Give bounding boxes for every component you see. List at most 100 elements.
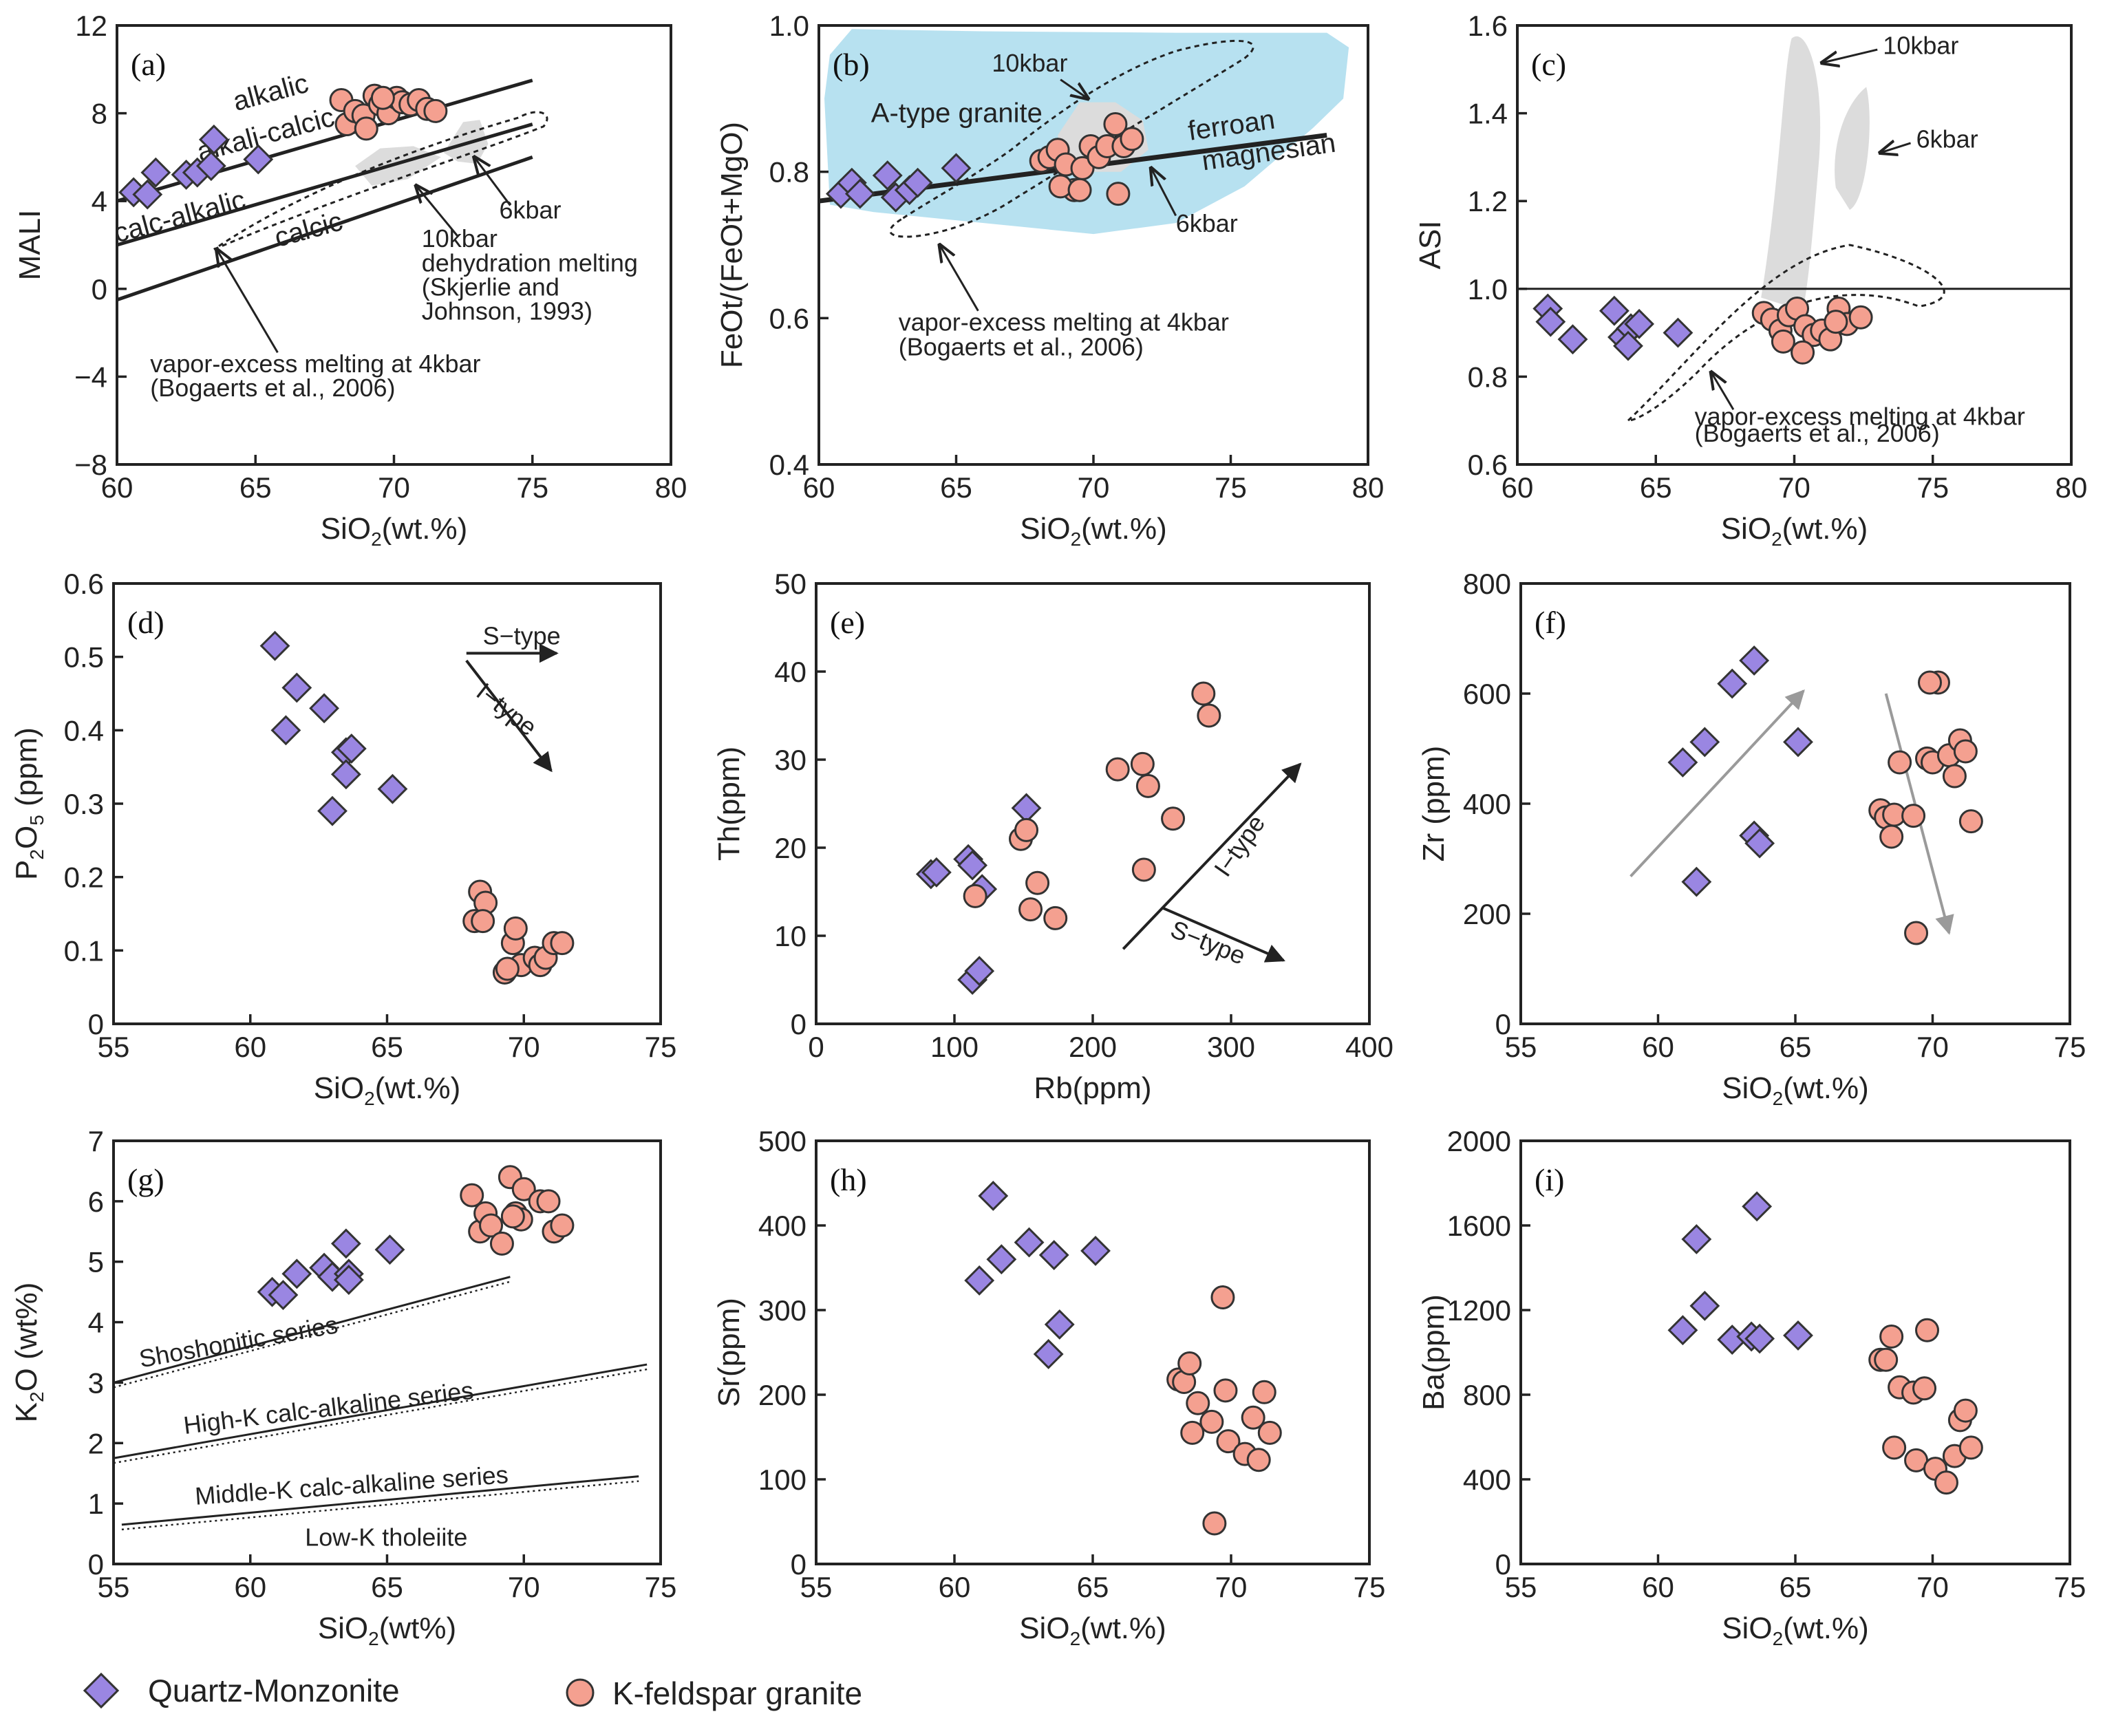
- y-tick-label: 1.4: [1468, 98, 1508, 130]
- data-point-granite: [1197, 703, 1221, 728]
- data-point-granite: [1246, 1448, 1271, 1472]
- x-tick-label: 300: [1207, 1031, 1255, 1063]
- y-axis-title-tail: O: [10, 826, 43, 849]
- series-boundary-dotted: [113, 1368, 648, 1464]
- y-tick-label: 4: [88, 1307, 104, 1339]
- data-point-granite: [1958, 809, 1983, 834]
- x-tick-label: 200: [1069, 1031, 1117, 1063]
- arrow-6kbar: [1151, 168, 1177, 217]
- field-10kbar: [1761, 36, 1821, 311]
- panel-label: (e): [830, 605, 865, 640]
- y-tick-label: 0.6: [64, 568, 104, 600]
- y-tick-label: 400: [758, 1210, 806, 1242]
- data-point-granite: [1879, 824, 1904, 849]
- y-tick-label: 2: [88, 1427, 104, 1459]
- arrow-i-type: [1122, 762, 1302, 950]
- y-axis-title: Th(ppm): [712, 747, 746, 861]
- data-point-monzonite: [1033, 1339, 1064, 1369]
- x-tick-label: 70: [508, 1031, 540, 1063]
- x-axis-title-main: SiO: [318, 1611, 368, 1645]
- data-point-monzonite: [140, 157, 171, 188]
- granite-series: [1166, 1285, 1282, 1536]
- y-tick-label: 0: [791, 1548, 806, 1580]
- label-high-k: High-K calc-alkaline series: [182, 1376, 475, 1439]
- field-6kbar: [1835, 87, 1870, 210]
- x-axis-title-tail: (wt.%): [1783, 1071, 1869, 1105]
- x-axis-title: SiO2(wt.%): [1019, 1611, 1166, 1649]
- x-tick-label: 60: [1502, 471, 1534, 504]
- chart-panel-b: 60 65 70 75 80 0.4 0.6 0.8 1.0 SiO2(wt.%) FeOt/(Fe…: [715, 10, 1384, 550]
- label-10kbar: 10kbar: [1883, 31, 1958, 59]
- arrow-10kbar: [416, 186, 459, 237]
- data-point-monzonite: [1689, 727, 1720, 758]
- y-tick-label: 0.8: [769, 156, 809, 189]
- data-point-monzonite: [198, 124, 229, 155]
- data-point-granite: [963, 883, 987, 908]
- granite-series: [460, 1165, 575, 1256]
- y-tick-label: 4: [92, 185, 107, 217]
- y-axis-title: K2O (wt%): [10, 1283, 47, 1423]
- data-point-monzonite: [1038, 1240, 1069, 1270]
- data-point-monzonite: [1667, 747, 1698, 778]
- data-point-monzonite: [1535, 306, 1566, 337]
- y-tick-label: 800: [1463, 568, 1511, 600]
- series-boundary: [113, 1276, 511, 1384]
- y-tick-label: 0: [88, 1548, 104, 1580]
- data-point-granite: [536, 1189, 561, 1214]
- arrow-s-type: [1161, 906, 1285, 963]
- data-point-granite: [1942, 764, 1967, 789]
- data-point-granite: [1186, 1391, 1210, 1415]
- data-point-granite: [550, 1213, 575, 1238]
- panel-label: (a): [131, 47, 166, 82]
- x-tick-label: 60: [1642, 1031, 1674, 1063]
- data-point-monzonite: [374, 1234, 405, 1265]
- data-point-granite: [460, 1183, 484, 1208]
- y-axis-title-tail: (ppm): [10, 727, 43, 815]
- panel-label: (d): [127, 605, 164, 640]
- y-tick-label: 800: [1463, 1379, 1511, 1411]
- data-point-monzonite: [1080, 1235, 1111, 1266]
- data-point-monzonite: [270, 715, 301, 746]
- arrow-vapor-excess: [217, 249, 279, 354]
- data-point-granite: [1901, 804, 1926, 828]
- data-point-monzonite: [978, 1181, 1009, 1211]
- y-tick-label: 1.0: [769, 10, 809, 42]
- panel-label: (f): [1535, 605, 1566, 640]
- y-tick-label: 1.6: [1468, 10, 1508, 42]
- y-tick-label: 1.0: [1468, 273, 1508, 306]
- label-s-type: S−type: [483, 622, 561, 650]
- data-point-monzonite: [1744, 828, 1775, 859]
- data-point-granite: [500, 1204, 525, 1229]
- x-tick-label: 75: [2054, 1031, 2086, 1063]
- x-axis-title-main: SiO: [1722, 1611, 1772, 1645]
- y-axis-title-main: P: [10, 860, 43, 880]
- monzonite-series: [1667, 645, 1813, 897]
- data-point-granite: [1912, 1376, 1937, 1401]
- x-axis-title: SiO2(wt.%): [1722, 1611, 1869, 1649]
- data-point-monzonite: [1689, 1290, 1720, 1321]
- x-axis-title-sub: 2: [1070, 1628, 1081, 1649]
- x-tick-label: 65: [371, 1031, 403, 1063]
- y-axis-title: FeOt/(FeOt+MgO): [715, 122, 749, 368]
- y-axis-title-sub: 2: [26, 1391, 47, 1402]
- data-point-granite: [1180, 1420, 1205, 1445]
- x-tick-label: 70: [378, 471, 410, 504]
- y-tick-label: 600: [1463, 678, 1511, 710]
- x-tick-label: 70: [1215, 1571, 1248, 1603]
- data-point-granite: [471, 909, 495, 934]
- data-point-monzonite: [1783, 1320, 1813, 1351]
- x-tick-label: 60: [234, 1031, 266, 1063]
- x-tick-label: 70: [1078, 471, 1110, 504]
- y-tick-label: −8: [74, 449, 107, 481]
- x-tick-label: 75: [645, 1571, 677, 1603]
- data-point-monzonite: [1717, 668, 1748, 699]
- x-axis-title-sub: 2: [364, 1088, 375, 1109]
- data-point-monzonite: [1011, 793, 1042, 824]
- y-tick-label: 0: [88, 1008, 104, 1040]
- data-point-monzonite: [1014, 1227, 1045, 1258]
- x-tick-label: 55: [800, 1571, 833, 1603]
- data-point-granite: [1771, 329, 1795, 354]
- x-axis-title-sub: 2: [1771, 528, 1782, 550]
- x-axis-title-sub: 2: [368, 1628, 379, 1649]
